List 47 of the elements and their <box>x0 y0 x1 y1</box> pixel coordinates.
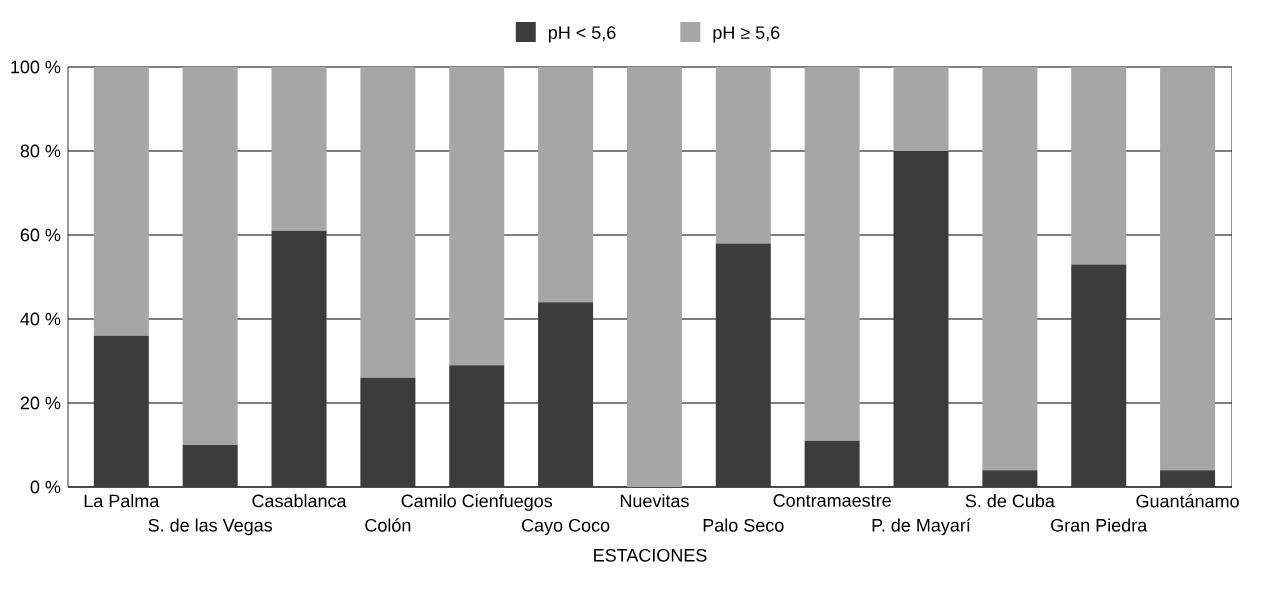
bar <box>982 470 1038 487</box>
x-tick-label: Contramaestre <box>773 494 891 507</box>
x-tick-label: S. de Cuba <box>965 494 1055 508</box>
y-tick-label: 40 % <box>20 312 61 326</box>
x-tick-label: S. de las Vegas <box>148 518 273 536</box>
bar <box>893 67 949 152</box>
x-tick-label: Cayo Coco <box>521 518 610 536</box>
x-tick-label: La Palma <box>84 494 160 508</box>
bar <box>360 377 416 487</box>
bar <box>93 335 149 487</box>
x-tick-label: Camilo Cienfuegos <box>401 494 553 511</box>
y-tick-label: 100 % <box>11 60 61 74</box>
bar <box>1160 67 1216 471</box>
x-tick-label: Nuevitas <box>620 494 689 508</box>
bar <box>804 67 860 441</box>
bar <box>93 67 149 336</box>
legend-label: pH ≥ 5,6 <box>713 26 780 43</box>
bar <box>804 440 860 487</box>
bar <box>449 365 505 487</box>
x-axis-title: ESTACIONES <box>594 548 707 562</box>
bar <box>1071 67 1127 265</box>
bar <box>893 151 949 487</box>
bar <box>1071 264 1127 487</box>
bar <box>182 445 238 487</box>
x-tick-label: P. de Mayarí <box>872 518 971 536</box>
x-tick-label: Gran Piedra <box>1051 518 1148 532</box>
x-tick-label: Colón <box>365 518 411 532</box>
bar <box>271 67 327 231</box>
bar <box>982 67 1038 471</box>
y-tick-label: 60 % <box>20 228 61 242</box>
y-tick-label: 20 % <box>20 396 61 410</box>
x-tick-label: Casablanca <box>252 494 347 508</box>
bar <box>1160 470 1216 487</box>
bar <box>271 230 327 487</box>
bar <box>360 67 416 378</box>
bar <box>449 67 505 366</box>
x-tick-label: Palo Seco <box>703 518 784 532</box>
legend-label: pH < 5,6 <box>548 26 616 43</box>
bar <box>538 302 594 487</box>
bar <box>538 67 594 303</box>
bar <box>182 67 238 445</box>
bar <box>626 67 682 487</box>
bar <box>715 67 771 244</box>
x-tick-label: Guantánamo <box>1136 494 1239 508</box>
bar <box>715 243 771 487</box>
y-tick-label: 0 % <box>30 480 61 494</box>
y-tick-label: 80 % <box>20 144 61 158</box>
